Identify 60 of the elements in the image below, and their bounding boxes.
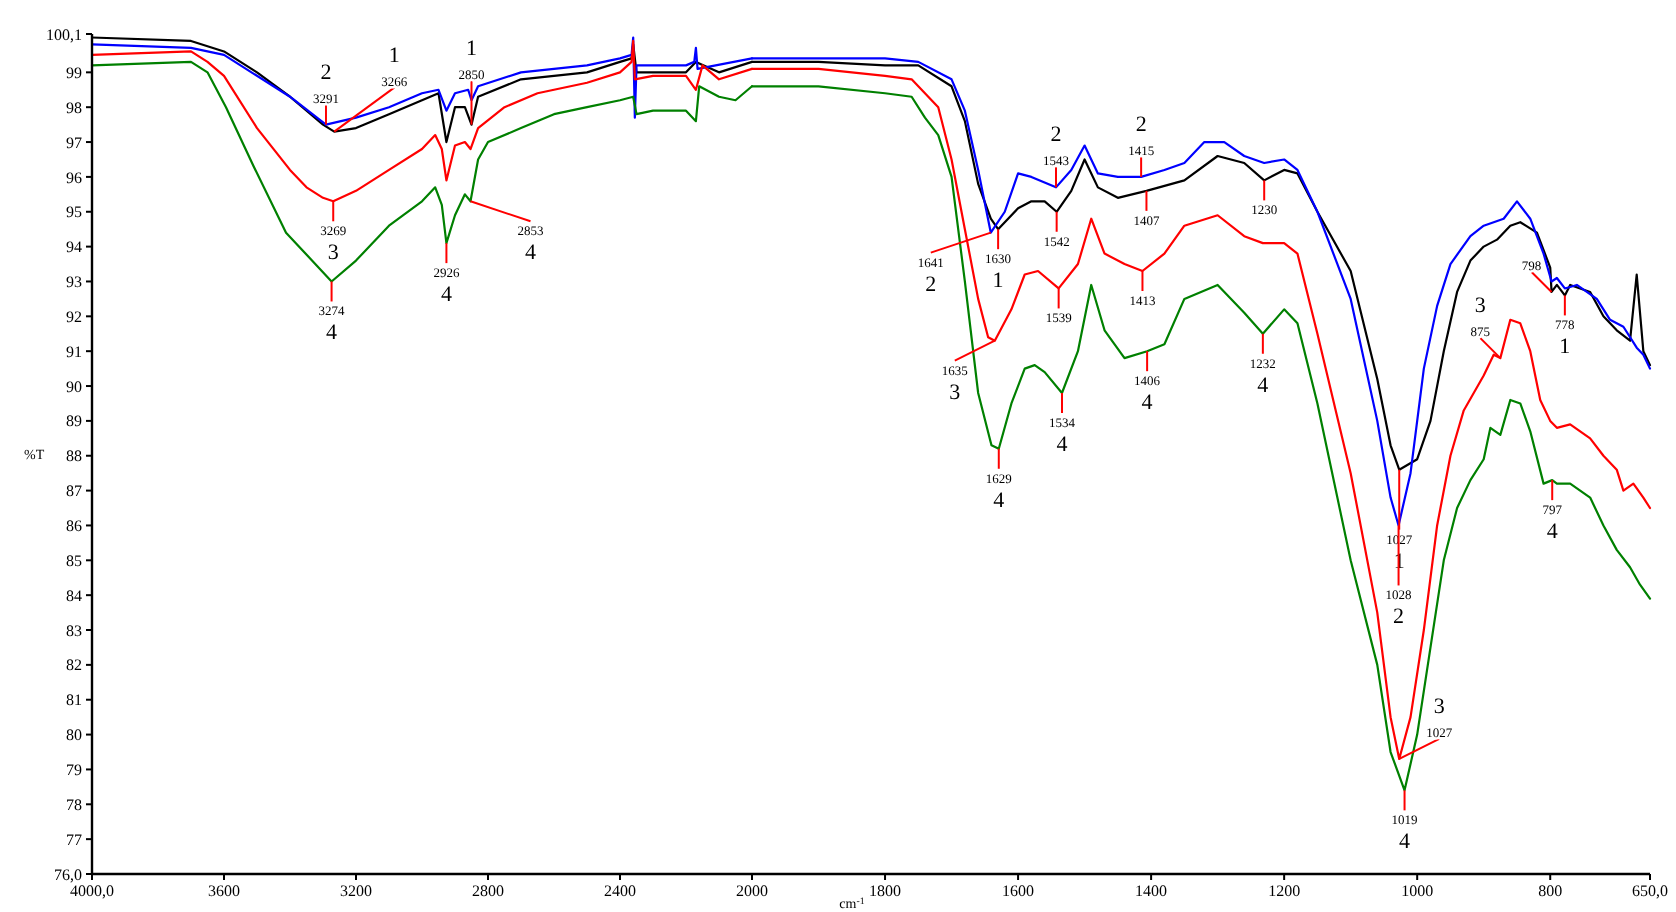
annotation: 1 [1559, 335, 1571, 360]
y-tick-label: 81 [66, 691, 82, 710]
annotation: 1 [388, 43, 400, 68]
y-tick-label: 100,1 [46, 25, 82, 44]
y-tick-label: 77 [66, 830, 82, 849]
x-tick-label: 1400 [1135, 882, 1168, 900]
annotation: 2 [1135, 112, 1147, 137]
y-tick-label: 94 [66, 238, 82, 257]
annotation: 3 [1474, 294, 1487, 319]
annotation: 4 [1399, 830, 1412, 855]
y-tick-label: 98 [66, 98, 82, 117]
y-tick-label: 97 [66, 133, 82, 152]
annotation: 4 [1546, 520, 1559, 545]
y-tick-label: 93 [66, 273, 82, 292]
x-tick-label: 3200 [340, 882, 372, 900]
y-tick-label: 90 [66, 377, 82, 396]
x-tick-label: 1200 [1268, 882, 1301, 900]
y-tick-label: 87 [66, 482, 82, 501]
x-tick-label: 1000 [1401, 882, 1434, 900]
y-tick-label: 82 [66, 656, 82, 675]
annotation: 2 [320, 60, 332, 85]
y-tick-label: 78 [66, 795, 82, 814]
annotation: 4 [440, 283, 453, 308]
x-tick-label: 2000 [736, 882, 768, 900]
annotation: 2 [1050, 123, 1062, 148]
annotation: 2 [1393, 605, 1405, 630]
annotation: 2 [925, 272, 937, 297]
x-tick-label: 650,0 [1632, 882, 1668, 900]
y-tick-label: 96 [66, 168, 82, 187]
annotation: 4 [326, 321, 339, 346]
y-tick-label: 84 [66, 586, 82, 605]
y-tick-label: 88 [66, 447, 82, 466]
x-tick-label: 2800 [472, 882, 504, 900]
x-tick-label: 800 [1538, 882, 1563, 900]
x-tick-label: 3600 [208, 882, 240, 900]
x-tick-label: 2400 [604, 882, 636, 900]
y-tick-label: 92 [66, 307, 82, 326]
y-tick-label: 79 [66, 761, 82, 780]
y-tick-label: 95 [66, 203, 82, 222]
annotation: 3 [327, 241, 340, 266]
y-tick-label: 76,0 [54, 865, 82, 884]
annotation: 1 [466, 36, 477, 61]
x-tick-label: 1600 [1002, 882, 1035, 900]
y-tick-label: 83 [66, 621, 82, 640]
y-tick-label: 86 [66, 517, 82, 536]
y-tick-label: 91 [66, 342, 82, 361]
y-tick-label: 85 [66, 551, 82, 570]
annotation: 3 [1433, 694, 1446, 719]
annotation: 1 [992, 269, 1004, 294]
y-tick-label: 99 [66, 63, 82, 82]
annotation: 4 [993, 488, 1006, 513]
annotation: 4 [525, 241, 538, 266]
y-tick-label: 80 [66, 726, 82, 745]
annotation: 4 [1257, 373, 1270, 398]
annotation: 3 [949, 380, 962, 405]
annotation: 4 [1141, 391, 1154, 416]
annotation: 4 [1056, 433, 1069, 457]
y-tick-label: 89 [66, 412, 82, 431]
x-tick-label: 1800 [869, 882, 902, 900]
x-tick-label: 4000,0 [70, 882, 114, 900]
